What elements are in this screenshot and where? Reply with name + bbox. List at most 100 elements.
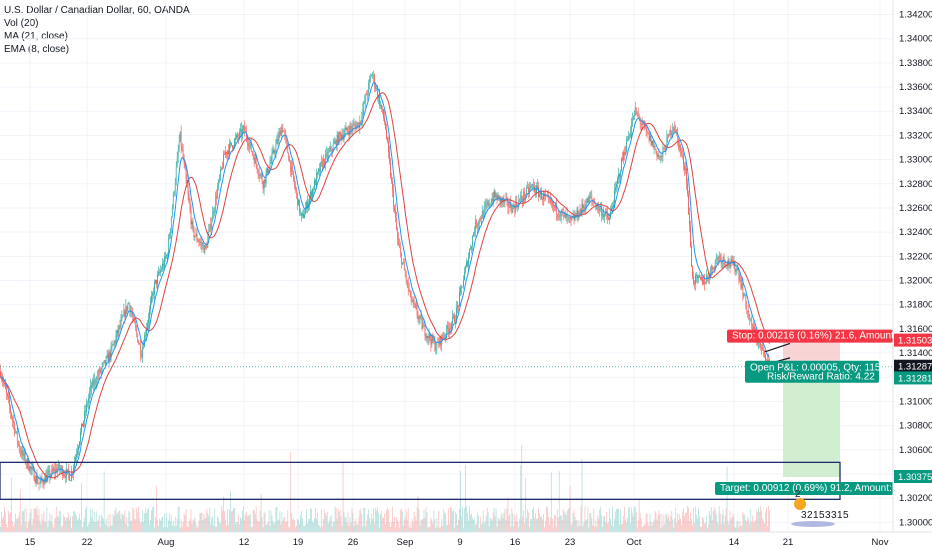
volume-bar <box>248 515 250 532</box>
candle-body <box>648 132 650 141</box>
candle-body <box>669 130 671 136</box>
candle-body <box>111 345 113 347</box>
volume-bar <box>692 525 693 532</box>
volume-bar <box>468 520 469 532</box>
volume-bar <box>391 522 392 532</box>
candle-body <box>137 333 139 343</box>
candle-body <box>17 441 19 444</box>
candle-body <box>633 110 635 120</box>
candle-body <box>97 375 99 377</box>
candle-body <box>458 305 459 307</box>
candle-body <box>574 215 576 221</box>
volume-bar <box>294 520 296 532</box>
candle-body <box>422 325 424 329</box>
candle-body <box>488 201 490 206</box>
candle-body <box>67 468 68 470</box>
candle-body <box>600 208 602 209</box>
x-tick-label: Nov <box>872 537 889 548</box>
target-zone <box>783 366 840 477</box>
candle-body <box>233 146 234 149</box>
volume-bar <box>671 511 673 532</box>
volume-bar <box>252 509 254 532</box>
y-tick-label: 1.32800 <box>899 179 932 190</box>
volume-bar <box>1 511 2 532</box>
volume-bar <box>9 512 11 532</box>
candle-body <box>415 305 417 308</box>
candle-body <box>737 267 739 270</box>
candle-body <box>446 325 448 336</box>
candle-body <box>617 178 618 185</box>
trendline <box>764 342 791 353</box>
candle-body <box>139 343 141 345</box>
volume-bar <box>57 516 59 532</box>
candle-body <box>181 146 183 150</box>
candle-body <box>412 300 414 302</box>
volume-bar <box>21 511 23 532</box>
volume-bar <box>356 524 358 532</box>
candle-body <box>338 132 340 144</box>
volume-indicator-label[interactable]: Vol (20) <box>4 18 39 29</box>
candle-body <box>90 384 92 389</box>
candle-body <box>741 283 743 288</box>
volume-bar <box>349 517 351 532</box>
candle-body <box>747 311 749 313</box>
candle-body <box>381 104 382 109</box>
volume-bar <box>678 519 680 532</box>
volume-bar <box>442 525 444 532</box>
candle-body <box>310 191 311 198</box>
volume-bar <box>706 527 708 532</box>
time-axis[interactable]: 15 22 Aug 12 19 26 Sep 9 16 23 Oct 14 21 Nov <box>0 531 932 548</box>
volume-bar <box>202 520 204 532</box>
candle-body <box>329 146 331 151</box>
candle-body <box>223 154 224 168</box>
volume-bar <box>136 507 138 532</box>
volume-bar <box>226 525 227 532</box>
volume-bar <box>343 511 345 532</box>
volume-bar <box>413 511 415 532</box>
candle-body <box>523 191 525 201</box>
volume-bar <box>232 510 233 532</box>
candle-body <box>558 216 560 218</box>
volume-bar <box>60 511 62 532</box>
volume-bar <box>93 512 95 532</box>
candle-body <box>31 467 33 469</box>
candle-body <box>500 198 502 203</box>
candle-body <box>745 294 747 304</box>
volume-bar <box>296 525 298 532</box>
volume-bar <box>101 516 103 532</box>
volume-bar <box>71 527 72 532</box>
volume-bar <box>416 507 418 532</box>
price-axis[interactable]: 1.342001.340001.338001.336001.334001.332… <box>892 0 932 532</box>
volume-bar <box>270 510 272 532</box>
volume-bar <box>673 527 675 532</box>
y-tick-label: 1.32200 <box>899 251 932 262</box>
volume-bar <box>595 520 597 532</box>
candle-body <box>489 204 491 206</box>
volume-bar <box>209 507 211 532</box>
candle-body <box>327 151 329 158</box>
volume-bar <box>751 521 753 532</box>
symbol-title[interactable]: U.S. Dollar / Canadian Dollar, 60, OANDA <box>4 5 190 16</box>
volume-bar <box>631 512 633 532</box>
candle-body <box>307 201 308 209</box>
volume-bar <box>20 524 22 532</box>
candle-body <box>395 210 396 218</box>
volume-bar <box>657 515 659 532</box>
volume-bar <box>377 507 378 532</box>
candle-body <box>664 148 666 152</box>
volume-bar <box>338 512 340 532</box>
candle-body <box>576 209 578 217</box>
volume-bar <box>203 514 205 532</box>
ema-indicator-label[interactable]: EMA (8, close) <box>4 44 70 55</box>
candle-body <box>677 133 679 139</box>
position-labels[interactable]: Stop: 0.00216 (0.16%) 21.6, Amount: 750O… <box>715 329 917 527</box>
candle-body <box>393 190 394 208</box>
candle-body <box>354 124 356 126</box>
candle-body <box>675 129 677 132</box>
candle-body <box>724 261 726 265</box>
volume-bar <box>354 521 356 532</box>
ma-indicator-label[interactable]: MA (21, close) <box>4 31 68 42</box>
candle-body <box>259 174 261 176</box>
volume-bar <box>214 508 216 532</box>
